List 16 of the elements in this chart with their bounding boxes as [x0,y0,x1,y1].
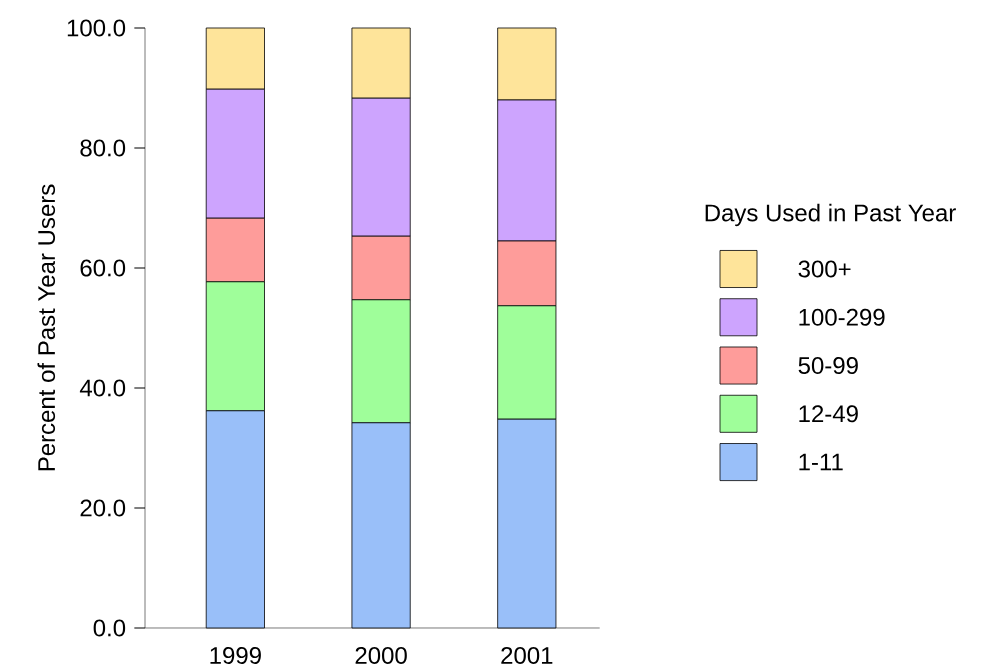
legend-label: 12-49 [799,405,858,423]
y-tick-label: 20.0 [80,499,126,517]
y-tick-label: 100.0 [67,19,126,37]
x-tick-label: 1999 [210,646,261,664]
y-tick-label: 0.0 [93,619,126,637]
y-tick-label: 60.0 [80,259,126,277]
legend-label: 1-11 [799,453,843,471]
x-tick-label: 2001 [501,646,553,664]
y-tick-label: 40.0 [79,379,126,397]
legend-title: Days Used in Past Year [705,203,956,227]
x-tick-label: 2000 [355,646,407,664]
y-tick-label: 80.0 [80,139,126,157]
legend-label: 50-99 [798,357,858,375]
legend-label: 300+ [798,260,851,278]
legend-label: 100-299 [799,308,885,326]
y-axis-title: Percent of Past Year Users [37,184,56,471]
